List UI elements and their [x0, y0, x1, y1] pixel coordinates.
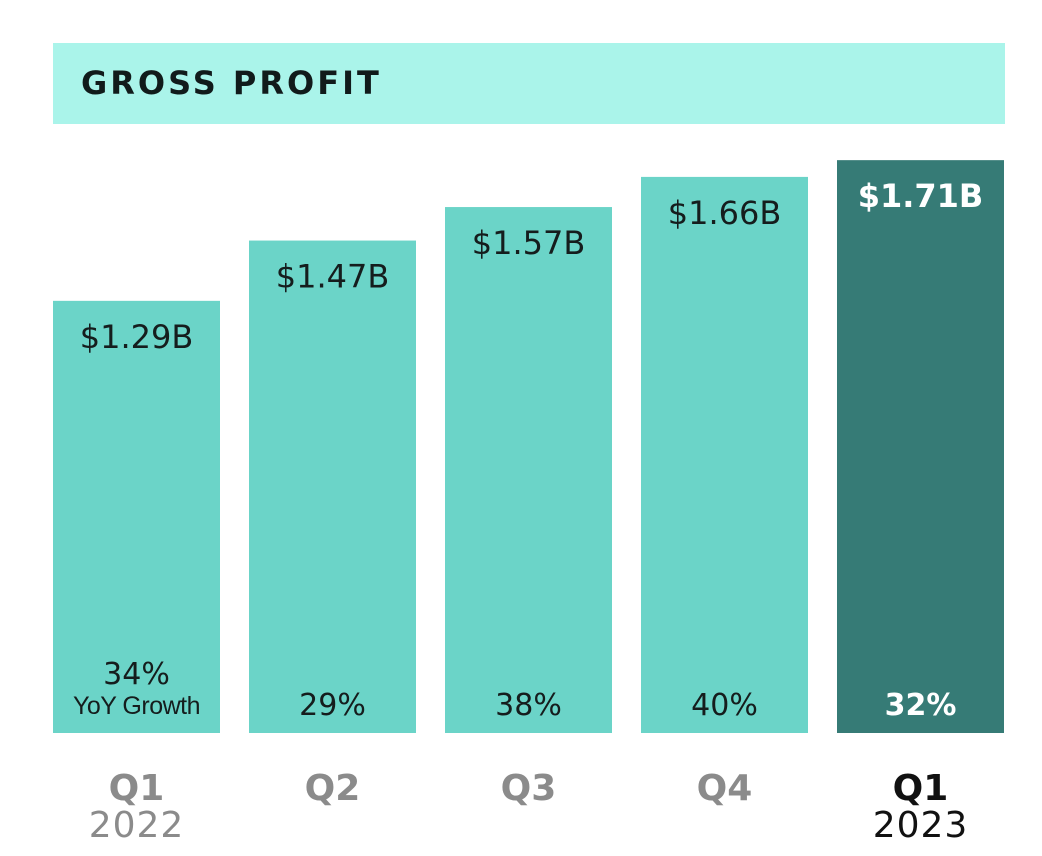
- growth-label-3: 38%: [495, 688, 562, 723]
- bar-4: [641, 176, 808, 733]
- value-label-1: $1.29B: [80, 318, 194, 356]
- chart-title: GROSS PROFIT: [81, 64, 382, 102]
- growth-label-5: 32%: [885, 688, 957, 723]
- x-tick-label-4: Q4: [697, 768, 753, 809]
- yoy-growth-note: YoY Growth: [73, 692, 200, 720]
- x-tick-label-1: Q1: [109, 768, 165, 809]
- growth-label-1: 34%: [103, 657, 170, 692]
- value-label-3: $1.57B: [472, 224, 586, 262]
- x-tick-label-2: Q2: [305, 768, 361, 809]
- value-label-2: $1.47B: [276, 258, 390, 296]
- x-year-label-5: 2023: [873, 805, 969, 846]
- growth-label-2: 29%: [299, 688, 366, 723]
- x-year-label-1: 2022: [89, 805, 185, 846]
- growth-label-4: 40%: [691, 688, 758, 723]
- bar-2: [249, 240, 416, 734]
- x-tick-label-3: Q3: [501, 768, 557, 809]
- bar-5: [837, 160, 1004, 733]
- value-label-4: $1.66B: [668, 194, 782, 232]
- bar-3: [445, 207, 612, 734]
- bar-1: [53, 300, 220, 733]
- value-label-5: $1.71B: [858, 177, 984, 215]
- title-band: GROSS PROFIT: [53, 43, 1005, 124]
- x-tick-label-5: Q1: [893, 768, 949, 809]
